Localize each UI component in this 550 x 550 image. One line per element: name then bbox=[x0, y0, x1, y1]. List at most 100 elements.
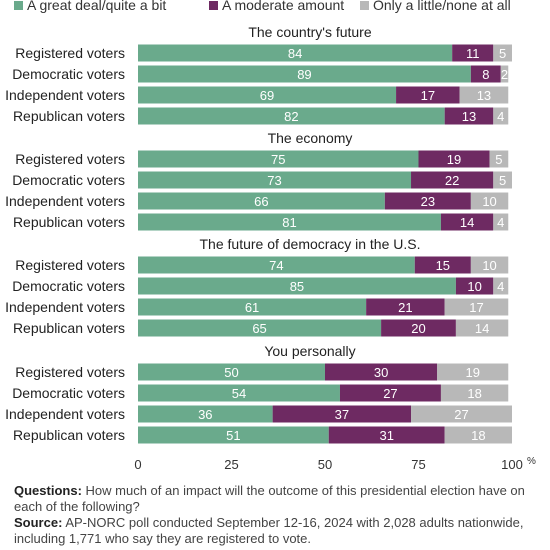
bar-value-label: 51 bbox=[226, 428, 240, 443]
legend-swatch bbox=[209, 1, 218, 10]
row-label: Independent voters bbox=[5, 406, 125, 422]
row-label: Democratic voters bbox=[12, 66, 125, 82]
stacked-bar-chart: A great deal/quite a bit A moderate amoun… bbox=[5, 0, 536, 472]
bar-value-label: 66 bbox=[254, 194, 268, 209]
row-label: Registered voters bbox=[15, 257, 125, 273]
bar-segment bbox=[440, 384, 509, 402]
bar-value-label: 30 bbox=[374, 365, 388, 380]
bar-segment bbox=[493, 277, 509, 295]
bar-value-label: 19 bbox=[465, 365, 479, 380]
bar-segment bbox=[452, 44, 494, 62]
bar-segment bbox=[418, 150, 490, 168]
bar-value-label: 21 bbox=[398, 300, 412, 315]
bar-value-label: 15 bbox=[436, 258, 450, 273]
bar-segment bbox=[138, 86, 397, 104]
bar-segment bbox=[138, 363, 325, 381]
bar-segment bbox=[493, 171, 512, 189]
bar-segment bbox=[455, 277, 494, 295]
bar-segment bbox=[414, 256, 471, 274]
bar-value-label: 82 bbox=[284, 109, 298, 124]
bar-segment bbox=[138, 405, 273, 423]
bar-segment bbox=[339, 384, 441, 402]
row-label: Republican voters bbox=[13, 108, 125, 124]
bar-segment bbox=[138, 298, 367, 316]
bar-value-label: 18 bbox=[471, 428, 485, 443]
bar-value-label: 4 bbox=[497, 109, 504, 124]
bar-value-label: 27 bbox=[383, 386, 397, 401]
bar-value-label: 69 bbox=[260, 88, 274, 103]
bar-segment bbox=[437, 363, 509, 381]
bar-value-label: 17 bbox=[421, 88, 435, 103]
row-label: Republican voters bbox=[13, 214, 125, 230]
bar-segment bbox=[440, 213, 494, 231]
bar-value-label: 10 bbox=[482, 194, 496, 209]
bar-segment bbox=[138, 65, 471, 83]
bar-value-label: 14 bbox=[475, 321, 489, 336]
bar-value-label: 84 bbox=[288, 46, 302, 61]
bar-segment bbox=[138, 319, 382, 337]
bar-value-label: 5 bbox=[495, 152, 502, 167]
bar-segment bbox=[138, 426, 329, 444]
bar-segment bbox=[138, 256, 415, 274]
bar-segment bbox=[325, 363, 438, 381]
bar-value-label: 5 bbox=[499, 173, 506, 188]
bar-value-label: 10 bbox=[482, 258, 496, 273]
legend-label: A great deal/quite a bit bbox=[27, 0, 166, 13]
bar-segment bbox=[272, 405, 412, 423]
legend-label: Only a little/none at all bbox=[373, 0, 511, 13]
bar-segment bbox=[411, 171, 494, 189]
bar-value-label: 5 bbox=[499, 46, 506, 61]
x-tick-label: 0 bbox=[134, 457, 141, 472]
bar-value-label: 2 bbox=[501, 67, 508, 82]
bar-segment bbox=[455, 319, 509, 337]
bar-value-label: 20 bbox=[411, 321, 425, 336]
bar-value-label: 61 bbox=[245, 300, 259, 315]
legend-swatch bbox=[360, 1, 369, 10]
row-label: Democratic voters bbox=[12, 385, 125, 401]
bar-value-label: 89 bbox=[297, 67, 311, 82]
row-label: Registered voters bbox=[15, 45, 125, 61]
bar-segment bbox=[470, 65, 501, 83]
group-title: The economy bbox=[268, 130, 353, 146]
source-label: Source: bbox=[14, 515, 63, 530]
chart-notes: Questions: How much of an impact will th… bbox=[14, 483, 540, 547]
bar-value-label: 65 bbox=[252, 321, 266, 336]
bar-value-label: 19 bbox=[447, 152, 461, 167]
x-tick-label: 25 bbox=[224, 457, 238, 472]
bar-segment bbox=[138, 107, 445, 125]
x-tick-label: 75 bbox=[411, 457, 425, 472]
bar-segment bbox=[489, 150, 509, 168]
row-label: Democratic voters bbox=[12, 278, 125, 294]
bar-value-label: 13 bbox=[477, 88, 491, 103]
x-tick-label: 100 bbox=[501, 457, 523, 472]
x-unit-label: % bbox=[527, 456, 536, 467]
bar-value-label: 18 bbox=[467, 386, 481, 401]
bar-value-label: 27 bbox=[454, 407, 468, 422]
group-title: The future of democracy in the U.S. bbox=[200, 236, 421, 252]
bar-value-label: 81 bbox=[282, 215, 296, 230]
row-label: Republican voters bbox=[13, 427, 125, 443]
questions-label: Questions: bbox=[14, 483, 82, 498]
bar-value-label: 36 bbox=[198, 407, 212, 422]
bar-segment bbox=[493, 107, 509, 125]
bar-segment bbox=[411, 405, 512, 423]
bar-segment bbox=[470, 256, 509, 274]
bar-value-label: 11 bbox=[466, 46, 480, 61]
bar-value-label: 75 bbox=[271, 152, 285, 167]
source-text: AP-NORC poll conducted September 12-16, … bbox=[14, 515, 524, 546]
x-tick-label: 50 bbox=[318, 457, 332, 472]
bar-value-label: 8 bbox=[482, 67, 489, 82]
bar-segment bbox=[138, 384, 340, 402]
legend-label: A moderate amount bbox=[222, 0, 344, 13]
bar-segment bbox=[444, 426, 512, 444]
bar-segment bbox=[493, 213, 509, 231]
bar-segment bbox=[138, 44, 453, 62]
bar-segment bbox=[444, 107, 494, 125]
bar-segment bbox=[138, 192, 385, 210]
bar-segment bbox=[366, 298, 445, 316]
questions-text: How much of an impact will the outcome o… bbox=[14, 483, 525, 514]
bar-segment bbox=[381, 319, 456, 337]
source-note: Source: AP-NORC poll conducted September… bbox=[14, 515, 540, 547]
bar-value-label: 13 bbox=[462, 109, 476, 124]
bar-segment bbox=[138, 213, 441, 231]
